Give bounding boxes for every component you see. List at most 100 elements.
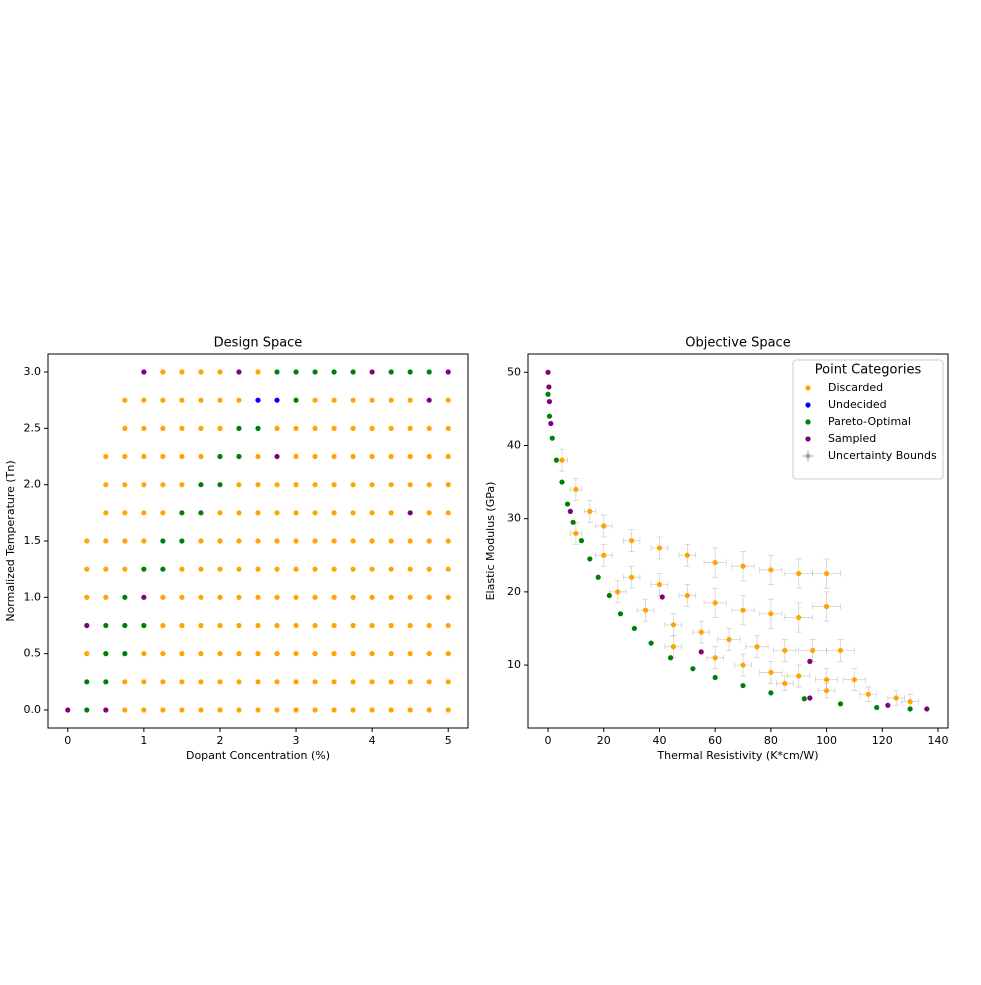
point	[553, 457, 560, 463]
point	[274, 482, 280, 488]
point	[122, 594, 128, 600]
point	[549, 435, 555, 441]
point	[578, 538, 585, 544]
point	[823, 688, 830, 694]
point	[573, 486, 579, 493]
axes-frame	[527, 353, 949, 729]
point	[84, 679, 90, 685]
point	[236, 482, 242, 488]
point	[84, 622, 90, 629]
point	[274, 651, 280, 657]
point	[445, 622, 451, 629]
point	[312, 397, 318, 403]
point	[293, 369, 299, 375]
point	[388, 679, 394, 685]
point	[350, 594, 356, 600]
x-tick-label: 4	[369, 734, 376, 747]
point	[885, 702, 891, 708]
point	[426, 510, 432, 516]
point	[642, 607, 649, 613]
point	[179, 651, 185, 657]
point	[810, 647, 816, 654]
point	[274, 453, 280, 460]
point	[84, 594, 90, 600]
point	[407, 538, 413, 544]
point	[796, 570, 802, 577]
point	[807, 658, 813, 664]
y-tick-label: 1.5	[24, 534, 42, 547]
point	[293, 566, 299, 572]
point	[65, 707, 71, 713]
point	[312, 707, 318, 713]
point	[924, 706, 930, 712]
point	[726, 636, 732, 643]
point	[907, 699, 913, 705]
point	[255, 369, 261, 375]
point	[670, 644, 676, 650]
chart-title: Design Space	[214, 336, 303, 351]
point	[445, 482, 451, 488]
legend-title: Point Categories	[815, 363, 922, 378]
point	[388, 566, 394, 572]
point	[445, 453, 451, 460]
point	[255, 397, 261, 403]
point	[445, 369, 451, 375]
point	[445, 679, 451, 685]
x-tick-label: 2	[216, 734, 223, 747]
point	[564, 501, 571, 507]
point	[807, 695, 813, 701]
point	[179, 482, 185, 488]
point	[684, 592, 690, 599]
y-tick-label: 30	[507, 512, 521, 525]
point	[851, 677, 858, 683]
point	[595, 574, 601, 580]
point	[217, 594, 223, 600]
point	[236, 453, 242, 460]
x-tick-label: 0	[545, 734, 552, 747]
point	[312, 482, 318, 488]
point	[160, 425, 166, 431]
point	[350, 651, 356, 657]
point	[407, 397, 413, 403]
point	[217, 538, 223, 544]
point	[768, 567, 774, 573]
point	[331, 538, 337, 544]
point	[331, 397, 337, 403]
point	[179, 566, 185, 572]
point	[874, 704, 880, 711]
point	[198, 622, 204, 629]
legend-label: Pareto-Optimal	[828, 415, 911, 428]
point	[837, 701, 844, 707]
point	[198, 369, 204, 375]
point	[546, 413, 553, 419]
y-tick-label: 0.0	[24, 703, 42, 716]
point	[122, 425, 128, 431]
point	[445, 651, 451, 657]
point	[369, 369, 375, 375]
point	[84, 707, 90, 713]
point	[388, 651, 394, 657]
point	[426, 622, 432, 629]
point	[179, 538, 185, 544]
legend-marker	[805, 402, 811, 408]
point	[122, 453, 128, 460]
point	[407, 453, 413, 460]
point	[198, 651, 204, 657]
legend-marker	[805, 385, 811, 391]
point	[617, 611, 624, 617]
point	[426, 482, 432, 488]
point	[217, 679, 223, 685]
point	[559, 457, 565, 463]
point	[293, 397, 299, 403]
point	[236, 510, 242, 516]
point	[331, 566, 337, 572]
point	[388, 397, 394, 403]
point	[567, 508, 573, 514]
point	[631, 625, 637, 632]
y-axis-label: Elastic Modulus (GPa)	[484, 482, 497, 601]
point	[179, 453, 185, 460]
point	[369, 482, 375, 488]
axes: Objective Space Thermal Resistivity (K*cm…	[484, 336, 949, 762]
point	[312, 510, 318, 516]
point	[407, 482, 413, 488]
